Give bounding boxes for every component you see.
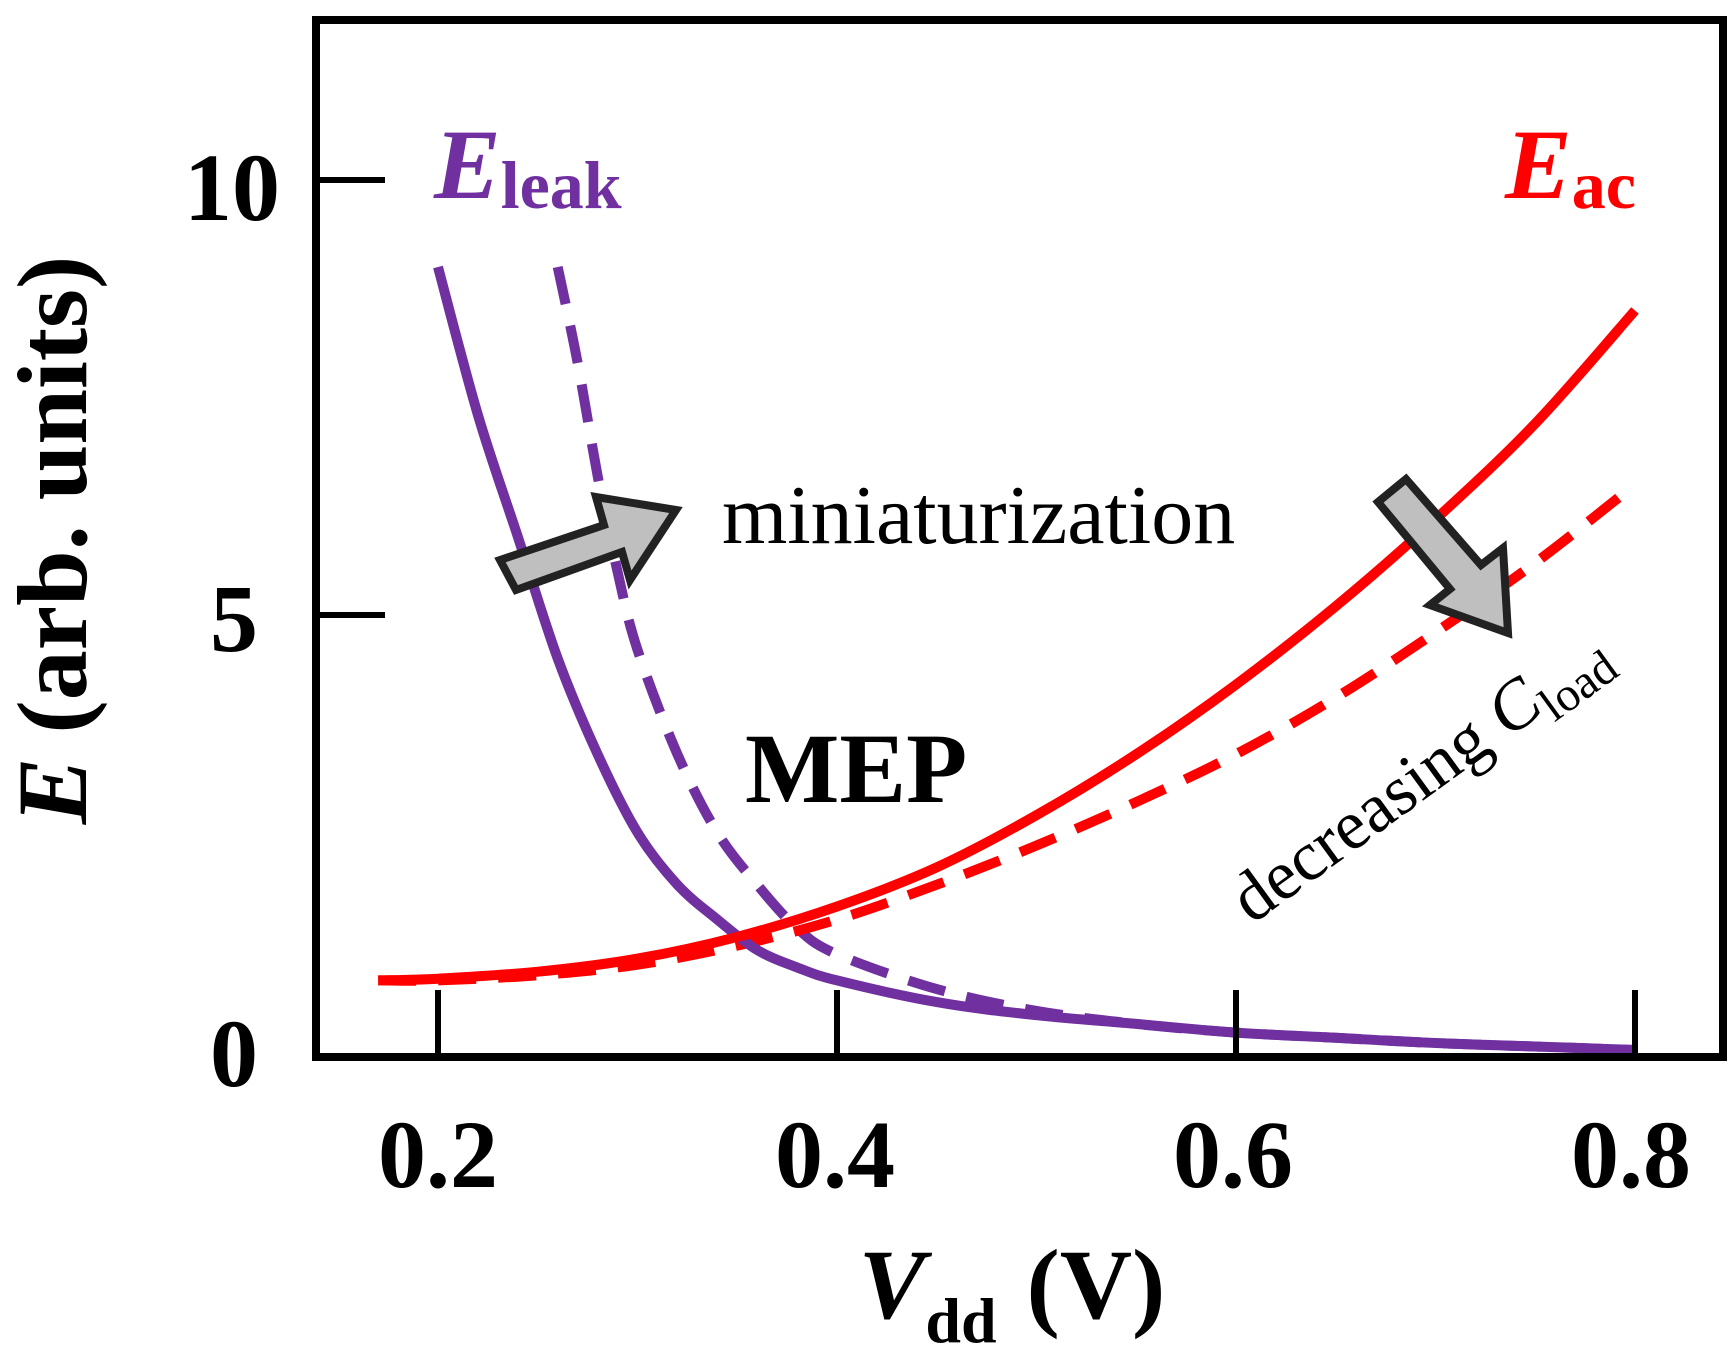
series-line-e-ac-solid	[378, 307, 1639, 986]
label-e-ac-sub: ac	[1572, 147, 1636, 223]
x-axis-title: Vdd (V)	[859, 1229, 1166, 1353]
x-tick-label-0.6: 0.6	[1173, 1101, 1293, 1208]
annotation-decreasing-cload: decreasing Cload	[1216, 613, 1627, 945]
annotation-decreasing-text: decreasing	[1216, 689, 1518, 937]
x-axis-title-unit: (V)	[1027, 1229, 1166, 1340]
label-e-ac-main: E	[1504, 109, 1572, 220]
x-tick-label-0.8: 0.8	[1571, 1101, 1691, 1208]
y-tick-label-5: 5	[210, 565, 258, 672]
y-tick-label-10: 10	[184, 134, 280, 241]
decreasing-c-arrow	[1372, 473, 1513, 639]
series-line-e-leak-dashed	[552, 265, 1636, 1055]
annotation-miniaturization: miniaturization	[722, 469, 1235, 562]
y-axis-title-rest: (arb. units)	[0, 256, 108, 734]
y-axis-title: E (arb. units)	[0, 256, 108, 826]
series-line-e-leak-solid	[433, 265, 1636, 1055]
plot-frame	[312, 16, 1727, 1061]
tick-layer	[320, 177, 1638, 1053]
annotation-mep: MEP	[745, 713, 967, 824]
y-tick-label-0: 0	[210, 1000, 258, 1107]
label-e-ac: Eac	[1504, 109, 1636, 223]
y-axis-title-main: E	[0, 758, 108, 826]
x-tick-label-0.2: 0.2	[378, 1101, 498, 1208]
label-e-leak-main: E	[433, 109, 501, 220]
x-axis-title-main: V	[859, 1229, 933, 1340]
series-layer	[378, 265, 1639, 1055]
x-tick-label-0.4: 0.4	[775, 1101, 895, 1208]
label-e-leak-sub: leak	[501, 147, 622, 223]
x-axis-title-sub: dd	[925, 1285, 996, 1353]
label-e-leak: Eleak	[433, 109, 622, 223]
miniaturization-arrow	[494, 492, 683, 595]
